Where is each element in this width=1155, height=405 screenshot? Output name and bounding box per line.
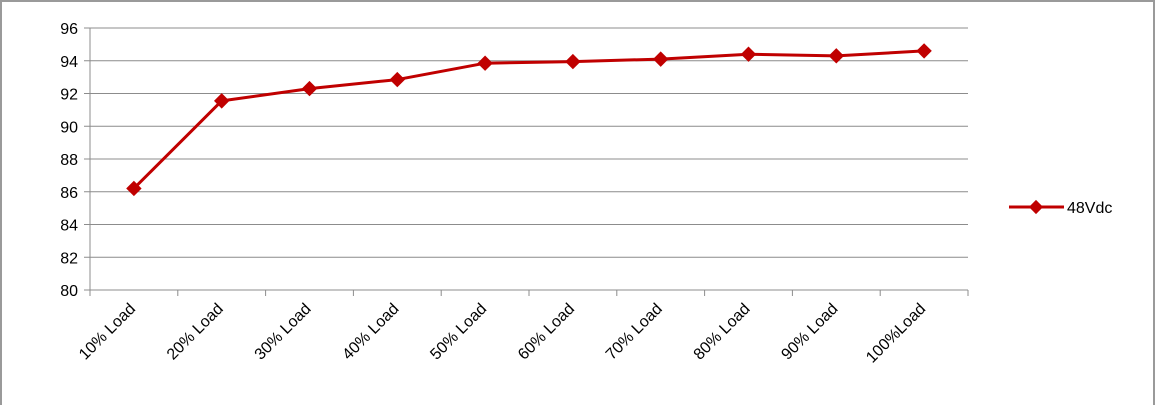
x-tick-label: 20% Load xyxy=(164,300,227,363)
legend: 48Vdc xyxy=(1009,199,1112,217)
data-point xyxy=(652,51,669,67)
data-point xyxy=(565,53,581,70)
y-tick-label: 90 xyxy=(60,119,78,136)
data-point xyxy=(916,43,932,59)
series-line xyxy=(132,49,925,190)
x-tick-label: 70% Load xyxy=(603,300,666,363)
series-48vdc xyxy=(126,43,932,197)
y-tick-label: 80 xyxy=(60,283,78,300)
x-tick-label: 50% Load xyxy=(427,300,490,363)
data-point xyxy=(477,55,493,71)
legend-marker xyxy=(1028,199,1044,215)
gridlines xyxy=(90,27,968,291)
x-tick-label: 80% Load xyxy=(691,300,754,363)
x-tick-label: 10% Load xyxy=(76,300,139,363)
y-tick-label: 94 xyxy=(60,54,78,71)
data-point xyxy=(828,48,845,64)
y-tick-label: 86 xyxy=(60,185,78,202)
x-tick-label: 30% Load xyxy=(252,300,315,363)
x-tick-labels: 10% Load 20% Load 30% Load 40% Load 50% Load… xyxy=(76,290,969,367)
data-point xyxy=(126,180,142,197)
data-point xyxy=(301,80,318,97)
y-tick-label: 88 xyxy=(60,152,78,169)
data-point xyxy=(740,46,757,62)
y-tick-label: 82 xyxy=(60,250,78,267)
y-tick-labels: 80 82 84 86 88 90 92 94 96 xyxy=(60,21,90,300)
x-tick-label: 60% Load xyxy=(515,300,578,363)
y-tick-label: 92 xyxy=(60,87,78,104)
data-point xyxy=(213,93,230,109)
x-tick-label: 40% Load xyxy=(339,300,402,363)
x-tick-label: 90% Load xyxy=(778,300,841,363)
x-tick-label: 100%Load xyxy=(863,300,929,366)
data-point xyxy=(389,71,406,88)
y-tick-label: 96 xyxy=(60,21,78,38)
legend-label: 48Vdc xyxy=(1067,200,1112,217)
y-tick-label: 84 xyxy=(60,218,78,235)
